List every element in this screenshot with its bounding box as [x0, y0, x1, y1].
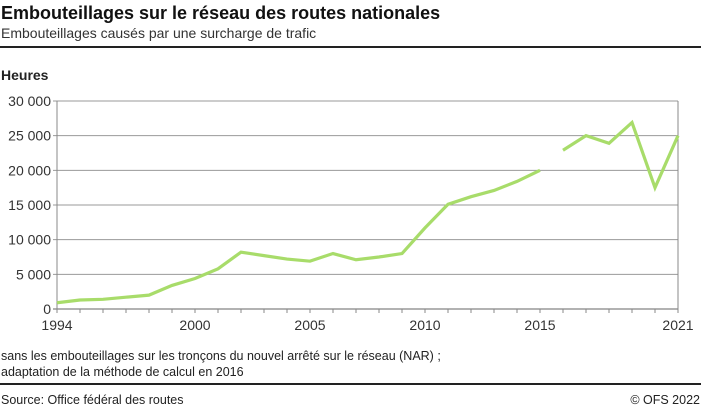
- y-axis-label: Heures: [1, 67, 49, 83]
- data-line: [562, 119, 680, 193]
- data-line: [56, 168, 541, 305]
- x-tick-label: 2005: [294, 317, 325, 333]
- divider: [0, 383, 701, 385]
- x-tick-label: 2000: [179, 317, 210, 333]
- x-tick-label: 2010: [409, 317, 440, 333]
- line-chart: 0 5 000 10 000 15 000 20 000 25 000 30 000 1994…: [8, 93, 694, 333]
- source-text: Source: Office fédéral des routes: [1, 393, 184, 407]
- copyright-text: © OFS 2022: [630, 393, 700, 407]
- chart-subtitle: Embouteillages causés par une surcharge …: [1, 25, 317, 41]
- y-tick-label: 15 000: [8, 197, 51, 213]
- y-tick-label: 0: [43, 301, 51, 317]
- y-tick-label: 5 000: [16, 266, 51, 282]
- y-tick-label: 10 000: [8, 232, 51, 248]
- y-tick-label: 20 000: [8, 162, 51, 178]
- chart-title: Embouteillages sur le réseau des routes …: [1, 3, 441, 23]
- footnote: sans les embouteillages sur les tronçons…: [1, 349, 441, 363]
- footnote: adaptation de la méthode de calcul en 20…: [1, 365, 244, 379]
- divider: [0, 46, 701, 48]
- x-tick-label: 2021: [662, 317, 693, 333]
- y-tick-label: 25 000: [8, 128, 51, 144]
- x-tick-label: 1994: [41, 317, 72, 333]
- x-tick-label: 2015: [524, 317, 555, 333]
- y-tick-label: 30 000: [8, 93, 51, 109]
